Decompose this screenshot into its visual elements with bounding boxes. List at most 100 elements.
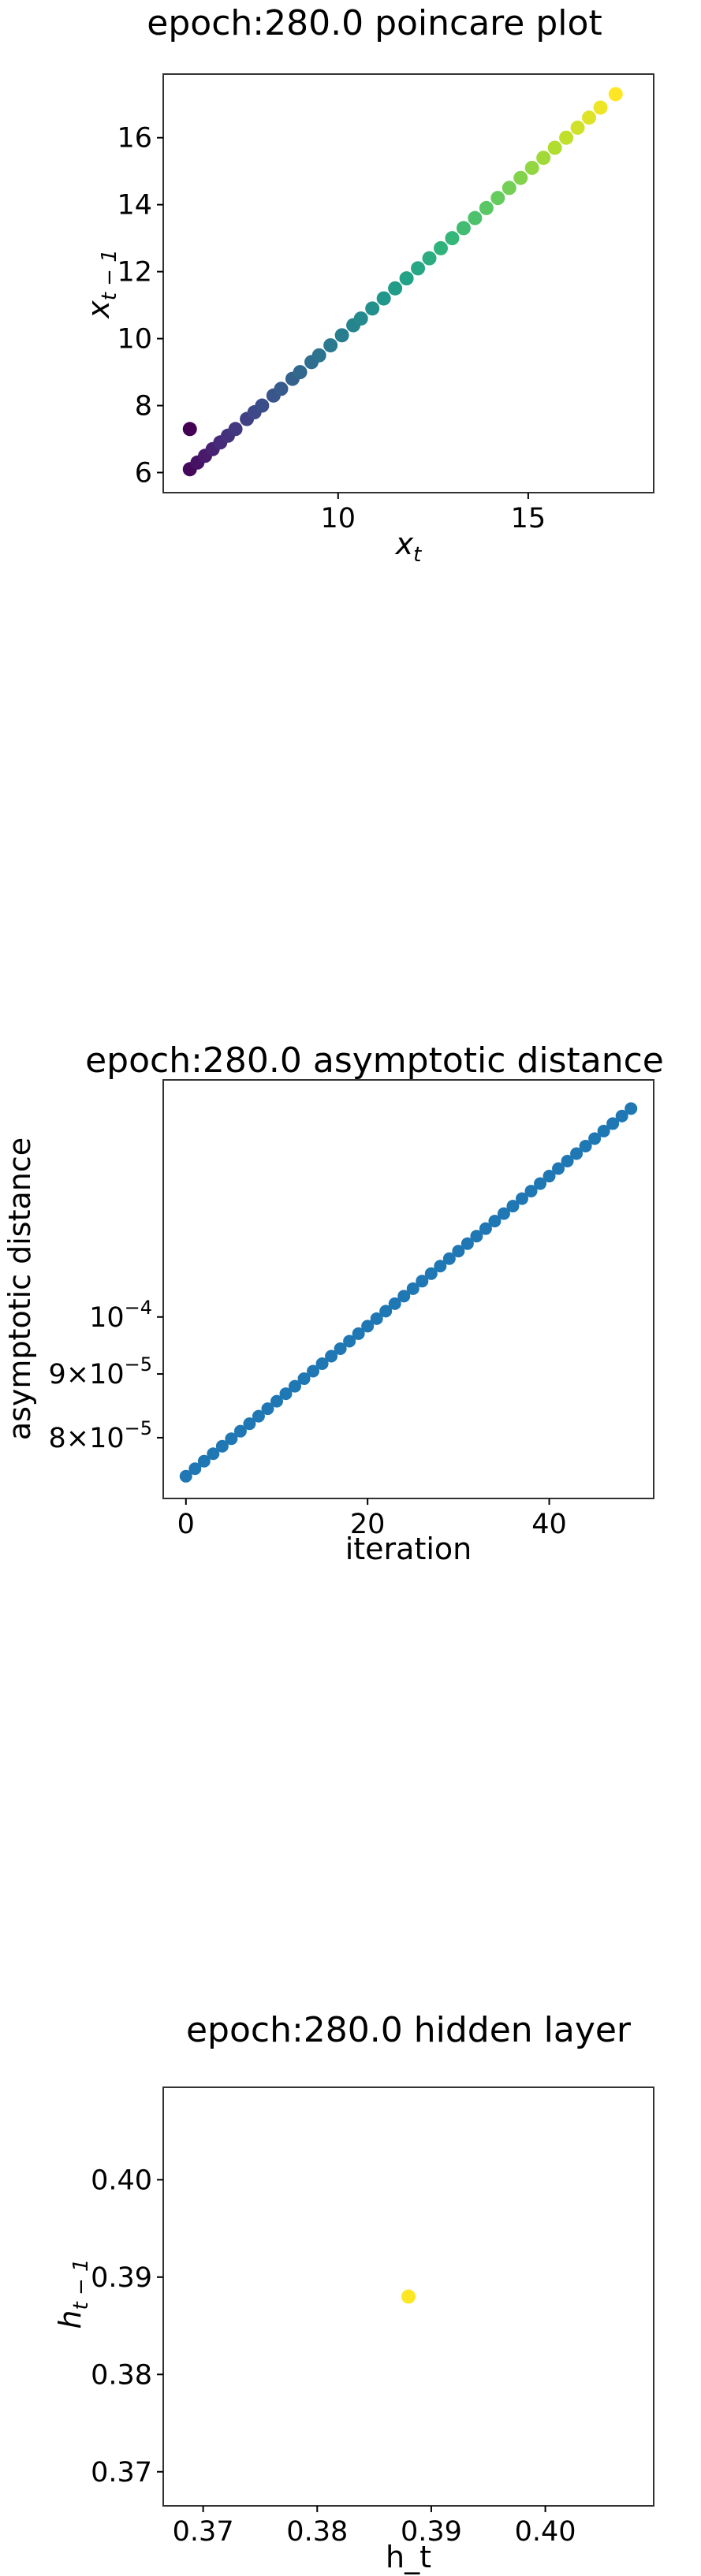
asymptotic-point <box>279 1387 293 1401</box>
poincare-point <box>547 140 562 155</box>
asymptotic-point <box>534 1177 547 1190</box>
asymptotic-distance-plot-area <box>162 1079 654 1499</box>
hidden-point <box>401 2289 416 2304</box>
asymptotic-point <box>225 1432 238 1446</box>
asymptotic-point <box>434 1260 447 1273</box>
asymptotic-point <box>370 1312 383 1325</box>
asymptotic-point <box>207 1447 220 1461</box>
poincare-point <box>608 87 623 102</box>
hidden-y-tick-label: 0.38 <box>91 2359 152 2391</box>
poincare-point <box>468 210 483 225</box>
poincare-x-tick-label: 15 <box>511 503 546 534</box>
asymptotic-distance-chart: epoch:280.0 asymptotic distance 0 20 40 10… <box>2 1040 664 1566</box>
hidden-y-tick-label: 0.40 <box>91 2165 152 2196</box>
asymptotic-point <box>243 1417 256 1431</box>
asymptotic-point <box>442 1252 456 1265</box>
asymptotic-point <box>325 1349 338 1363</box>
asymptotic-point <box>197 1454 211 1468</box>
poincare-point <box>479 200 494 215</box>
asymptotic-point <box>506 1200 520 1213</box>
poincare-point <box>334 328 349 343</box>
poincare-y-tick-label: 16 <box>117 123 152 154</box>
poincare-plot-title: epoch:280.0 poincare plot <box>147 3 602 43</box>
hidden-layer-title: epoch:280.0 hidden layer <box>186 2010 632 2050</box>
asymptotic-point <box>233 1424 247 1438</box>
asymptotic-distance-title: epoch:280.0 asymptotic distance <box>85 1040 664 1081</box>
asymptotic-point <box>470 1230 483 1243</box>
asymptotic-point <box>424 1267 438 1280</box>
poincare-y-tick-label: 12 <box>117 257 152 288</box>
asymptotic-point <box>179 1469 192 1483</box>
asymptotic-point <box>388 1297 401 1310</box>
asymptotic-y-tick-label: 10−4 <box>89 1297 152 1334</box>
asymptotic-point <box>615 1109 628 1122</box>
poincare-point <box>411 261 426 276</box>
asymptotic-point <box>379 1305 393 1318</box>
poincare-point <box>228 422 243 437</box>
asymptotic-point <box>307 1364 320 1378</box>
asymptotic-point <box>588 1132 602 1145</box>
asymptotic-point <box>352 1327 365 1340</box>
asymptotic-point <box>515 1192 528 1205</box>
asymptotic-point <box>315 1357 329 1371</box>
poincare-point <box>274 382 289 396</box>
hidden-x-tick-label: 0.40 <box>515 2516 576 2548</box>
asymptotic-point <box>488 1215 502 1228</box>
asymptotic-point <box>334 1342 347 1355</box>
asymptotic-point <box>561 1155 574 1168</box>
asymptotic-point <box>215 1439 229 1453</box>
hidden-layer-plot-area <box>162 2086 654 2507</box>
poincare-y-tick-label: 10 <box>117 324 152 356</box>
asymptotic-point <box>579 1139 592 1152</box>
asymptotic-y-axis-label: asymptotic distance <box>2 1137 37 1440</box>
poincare-point <box>490 191 505 206</box>
asymptotic-point <box>479 1222 492 1235</box>
poincare-point <box>559 130 574 145</box>
asymptotic-x-axis-label: iteration <box>345 1532 472 1566</box>
poincare-x-axis-label: xt <box>395 527 423 567</box>
poincare-point <box>422 251 437 266</box>
hidden-x-tick-label: 0.37 <box>173 2516 234 2548</box>
poincare-y-tick-label: 14 <box>117 190 152 221</box>
poincare-point <box>311 348 326 363</box>
poincare-point <box>456 221 471 236</box>
poincare-y-tick-label: 6 <box>135 458 152 490</box>
asymptotic-point <box>524 1185 538 1198</box>
asymptotic-point <box>406 1282 419 1295</box>
poincare-y-tick-label: 8 <box>135 391 152 423</box>
asymptotic-point <box>570 1147 584 1160</box>
poincare-point <box>399 271 414 286</box>
asymptotic-point <box>361 1320 375 1333</box>
poincare-point <box>433 240 448 255</box>
hidden-y-tick-label: 0.39 <box>91 2262 152 2294</box>
hidden-x-axis-label: h_t <box>386 2540 431 2574</box>
asymptotic-point <box>606 1117 620 1130</box>
asymptotic-point <box>597 1124 610 1137</box>
asymptotic-point <box>261 1402 274 1416</box>
asymptotic-x-tick-label: 40 <box>531 1509 567 1540</box>
asymptotic-point <box>497 1207 510 1220</box>
poincare-y-axis-label: xt − 1 <box>81 249 121 319</box>
poincare-point <box>593 100 608 115</box>
poincare-point <box>182 422 197 437</box>
poincare-point <box>353 311 368 326</box>
asymptotic-point <box>416 1275 429 1288</box>
asymptotic-y-tick-label: 9×10−5 <box>48 1353 152 1390</box>
asymptotic-point <box>460 1237 474 1250</box>
poincare-point <box>365 301 380 316</box>
poincare-point <box>323 338 338 353</box>
poincare-point <box>524 160 539 175</box>
asymptotic-point <box>625 1102 638 1115</box>
asymptotic-x-tick-label: 20 <box>350 1509 386 1540</box>
poincare-point <box>445 231 460 246</box>
poincare-point <box>513 170 528 185</box>
poincare-point <box>582 110 597 125</box>
poincare-point <box>388 281 403 296</box>
asymptotic-point <box>543 1170 556 1183</box>
asymptotic-point <box>270 1394 283 1408</box>
poincare-point <box>376 291 391 306</box>
poincare-point <box>255 398 270 413</box>
hidden-x-tick-label: 0.39 <box>401 2516 462 2548</box>
asymptotic-y-tick-label: 8×10−5 <box>48 1417 152 1454</box>
